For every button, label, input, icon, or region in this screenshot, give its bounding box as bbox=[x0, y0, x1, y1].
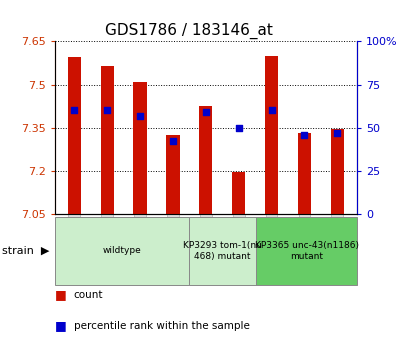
Point bbox=[104, 108, 110, 113]
Point bbox=[301, 132, 308, 137]
Bar bbox=[232, 172, 245, 214]
Point bbox=[268, 108, 275, 113]
Text: KP3293 tom-1(nu
468) mutant: KP3293 tom-1(nu 468) mutant bbox=[183, 241, 262, 261]
Bar bbox=[199, 106, 213, 214]
Bar bbox=[68, 57, 81, 214]
Text: strain  ▶: strain ▶ bbox=[2, 246, 50, 256]
Bar bbox=[298, 134, 311, 214]
Text: KP3365 unc-43(n1186)
mutant: KP3365 unc-43(n1186) mutant bbox=[255, 241, 359, 261]
Bar bbox=[265, 56, 278, 214]
Bar bbox=[101, 66, 114, 214]
Bar bbox=[166, 135, 179, 214]
Point bbox=[235, 125, 242, 130]
Text: count: count bbox=[74, 290, 103, 300]
Point bbox=[170, 139, 176, 144]
Point bbox=[136, 113, 143, 118]
Point bbox=[71, 108, 78, 113]
Text: percentile rank within the sample: percentile rank within the sample bbox=[74, 321, 249, 331]
Text: GDS1786 / 183146_at: GDS1786 / 183146_at bbox=[105, 22, 273, 39]
Point bbox=[202, 109, 209, 115]
Text: ■: ■ bbox=[55, 319, 66, 333]
Text: ■: ■ bbox=[55, 288, 66, 302]
Bar bbox=[134, 82, 147, 214]
Text: wildtype: wildtype bbox=[102, 246, 141, 256]
Bar bbox=[331, 129, 344, 214]
Point bbox=[334, 130, 341, 136]
